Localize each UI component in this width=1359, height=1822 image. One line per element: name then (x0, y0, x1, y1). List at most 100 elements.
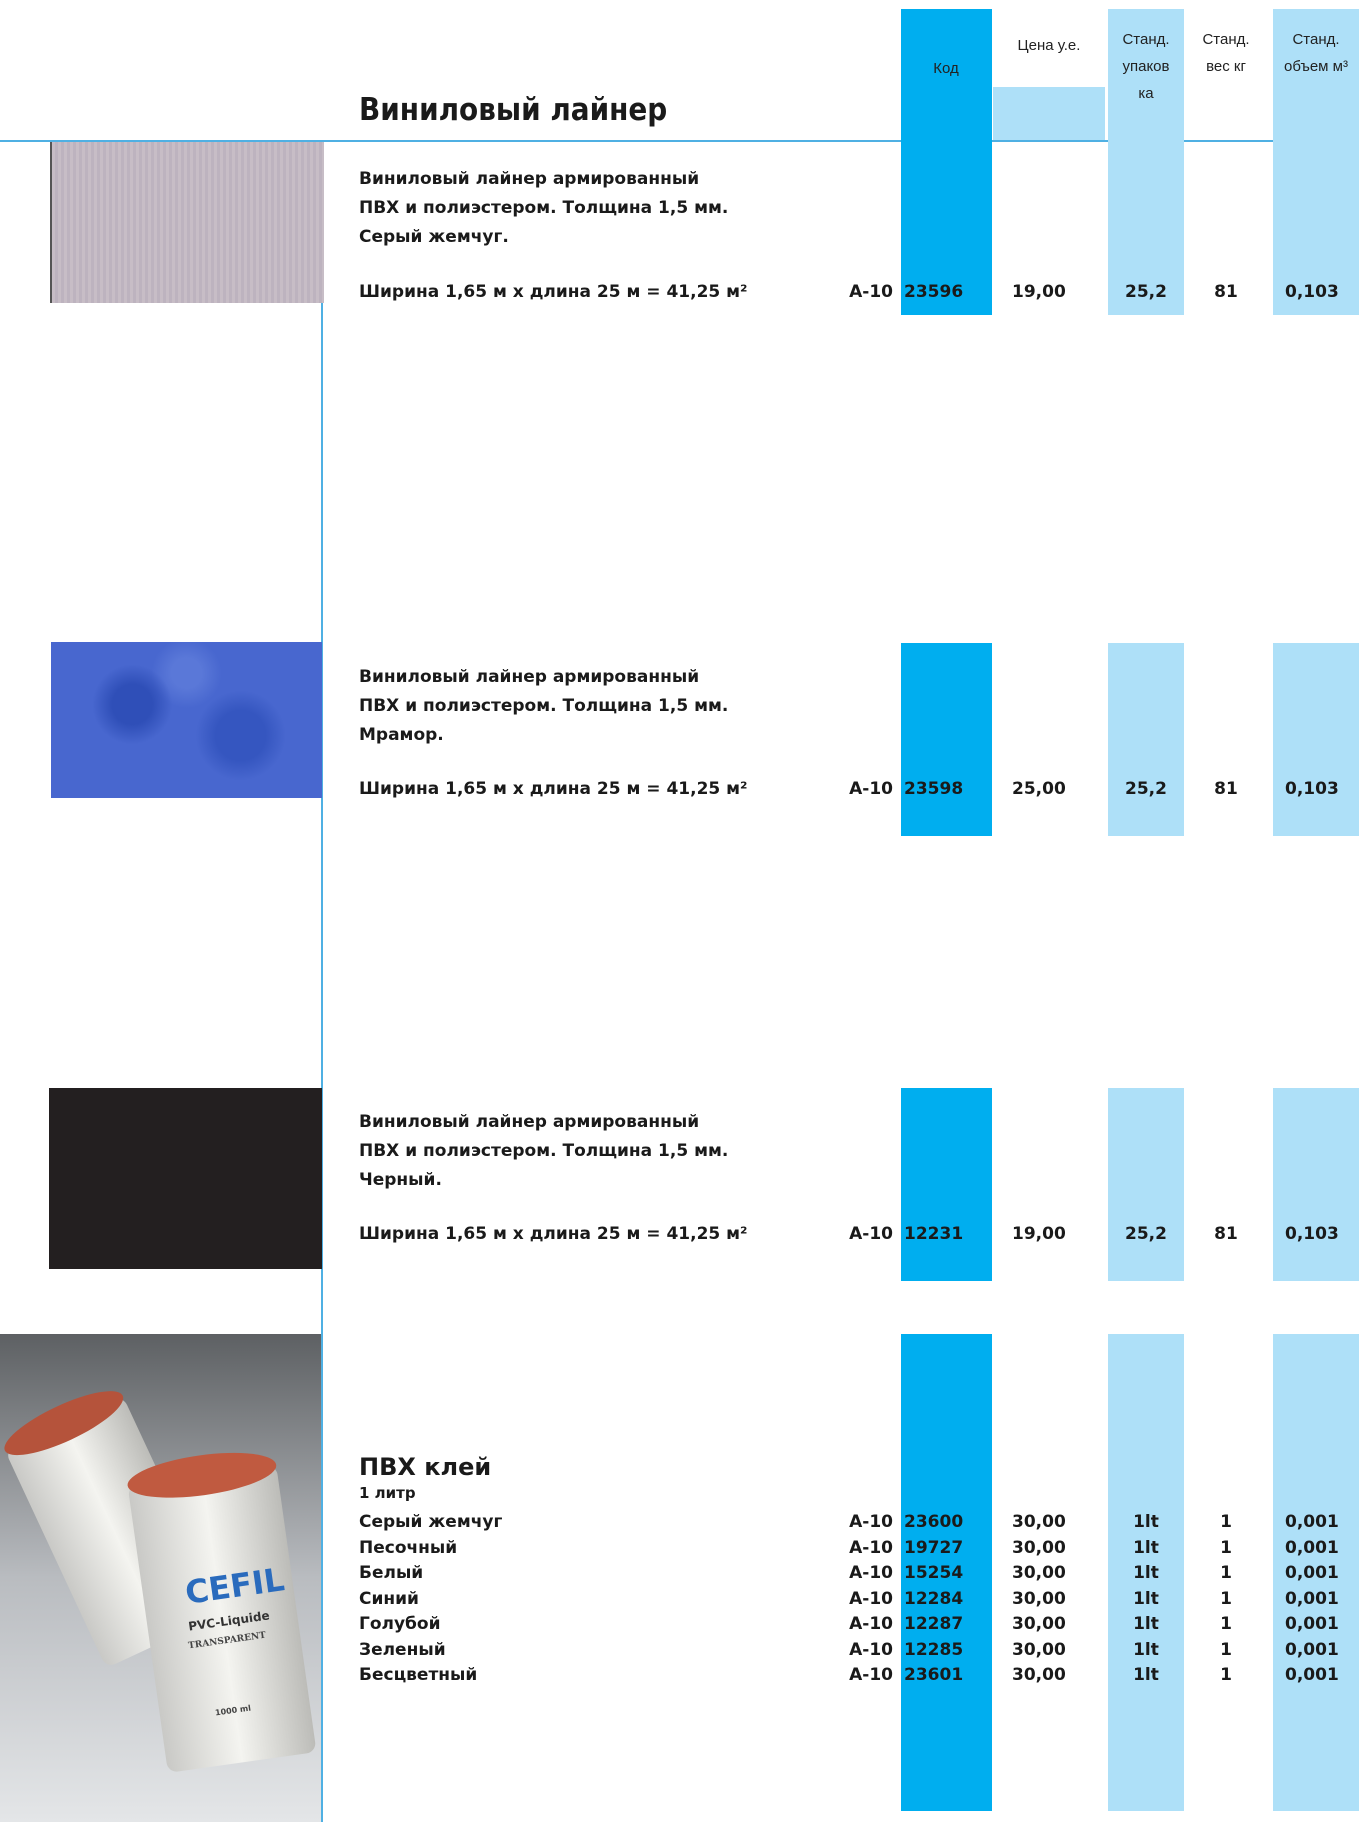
table-cell: 1 (1220, 1588, 1232, 1609)
table-cell: 12231 (904, 1224, 964, 1244)
table-cell: 23598 (904, 779, 964, 799)
glue-name: Белый (359, 1563, 424, 1583)
glue-name: Синий (359, 1588, 419, 1609)
description-line: Мрамор. (359, 725, 444, 745)
glue-name: Песочный (359, 1537, 458, 1558)
column-header: Станд. (1122, 31, 1170, 48)
table-cell: 0,103 (1285, 1224, 1339, 1244)
table-cell: 25,2 (1125, 779, 1167, 799)
page-title: Виниловый лайнер (359, 92, 668, 128)
glue-name: Бесцветный (359, 1665, 478, 1685)
table-cell: 30,00 (1012, 1665, 1066, 1685)
table-cell: 0,001 (1285, 1639, 1339, 1660)
pack-strip (1108, 9, 1184, 315)
description-line: Виниловый лайнер армированный (359, 1112, 700, 1132)
table-cell: 25,2 (1125, 282, 1167, 302)
column-header: Станд. (1202, 31, 1250, 48)
table-cell: 1 (1220, 1563, 1232, 1583)
volume-strip (1273, 9, 1359, 315)
table-cell: 30,00 (1012, 1537, 1066, 1558)
table-cell: 0,001 (1285, 1614, 1339, 1634)
description-line: Виниловый лайнер армированный (359, 667, 700, 687)
table-cell: 1lt (1133, 1614, 1159, 1634)
column-header: упаков (1122, 58, 1170, 75)
table-cell: 0,103 (1285, 282, 1339, 302)
table-cell: 15254 (904, 1563, 964, 1583)
table-cell: 30,00 (1012, 1588, 1066, 1609)
table-cell: 1lt (1133, 1563, 1159, 1583)
table-cell: А-10 (849, 1639, 893, 1660)
column-header: ка (1138, 85, 1154, 102)
volume-strip (1273, 1334, 1359, 1811)
table-cell: 25,2 (1125, 1224, 1167, 1244)
table-cell: А-10 (849, 779, 893, 799)
glue-title: ПВХ клей (359, 1453, 492, 1481)
glue-photo (0, 1334, 321, 1822)
can-front (127, 1452, 316, 1772)
column-header: объем м³ (1284, 58, 1348, 75)
table-cell: А-10 (849, 1224, 893, 1244)
table-cell: А-10 (849, 1588, 893, 1609)
pack-strip (1108, 1334, 1184, 1811)
table-cell: 1 (1220, 1665, 1232, 1685)
table-cell: 81 (1214, 1224, 1238, 1244)
table-cell: 81 (1214, 282, 1238, 302)
table-cell: 23596 (904, 282, 964, 302)
table-cell: 1lt (1133, 1588, 1159, 1609)
table-cell: 81 (1214, 779, 1238, 799)
size-line: Ширина 1,65 м х длина 25 м = 41,25 м² (359, 282, 748, 302)
table-cell: 1lt (1133, 1537, 1159, 1558)
table-cell: 1lt (1133, 1665, 1159, 1685)
table-cell: 12285 (904, 1639, 964, 1660)
table-cell: 23601 (904, 1665, 964, 1685)
vertical-rule (321, 140, 323, 1822)
column-header: Станд. (1292, 31, 1340, 48)
table-cell: 1lt (1133, 1639, 1159, 1660)
table-cell: 1 (1220, 1537, 1232, 1558)
volume-strip (1273, 643, 1359, 836)
volume-strip (1273, 1088, 1359, 1281)
code-strip (901, 9, 992, 315)
table-cell: 0,001 (1285, 1537, 1339, 1558)
table-cell: А-10 (849, 1665, 893, 1685)
table-cell: А-10 (849, 282, 893, 302)
table-cell: 12287 (904, 1614, 964, 1634)
glue-name: Голубой (359, 1614, 441, 1634)
description-line: ПВХ и полиэстером. Толщина 1,5 мм. (359, 696, 729, 716)
table-cell: 23600 (904, 1512, 964, 1532)
code-strip (901, 643, 992, 836)
table-cell: 0,001 (1285, 1563, 1339, 1583)
description-line: ПВХ и полиэстером. Толщина 1,5 мм. (359, 1141, 729, 1161)
price-header-band (993, 87, 1105, 140)
table-cell: 0,001 (1285, 1512, 1339, 1532)
table-cell: 0,001 (1285, 1588, 1339, 1609)
glue-name: Серый жемчуг (359, 1512, 503, 1532)
description-line: Черный. (359, 1170, 442, 1190)
table-cell: 19727 (904, 1537, 964, 1558)
table-cell: 30,00 (1012, 1563, 1066, 1583)
header-rule (0, 140, 1359, 142)
size-line: Ширина 1,65 м х длина 25 м = 41,25 м² (359, 1224, 748, 1244)
pack-strip (1108, 643, 1184, 836)
column-header: Код (933, 60, 959, 77)
column-header: Цена у.е. (1017, 37, 1081, 54)
table-cell: 30,00 (1012, 1512, 1066, 1532)
swatch-grey (50, 142, 324, 303)
table-cell: 25,00 (1012, 779, 1066, 799)
table-cell: 30,00 (1012, 1614, 1066, 1634)
size-line: Ширина 1,65 м х длина 25 м = 41,25 м² (359, 779, 748, 799)
pack-strip (1108, 1088, 1184, 1281)
table-cell: 0,103 (1285, 779, 1339, 799)
table-cell: 19,00 (1012, 1224, 1066, 1244)
table-cell: А-10 (849, 1512, 893, 1532)
table-cell: 1 (1220, 1512, 1232, 1532)
table-cell: 1 (1220, 1639, 1232, 1660)
table-cell: А-10 (849, 1537, 893, 1558)
table-cell: 1 (1220, 1614, 1232, 1634)
description-line: Виниловый лайнер армированный (359, 169, 700, 189)
table-cell: 19,00 (1012, 282, 1066, 302)
table-cell: 1lt (1133, 1512, 1159, 1532)
description-line: Серый жемчуг. (359, 227, 509, 247)
table-cell: 0,001 (1285, 1665, 1339, 1685)
